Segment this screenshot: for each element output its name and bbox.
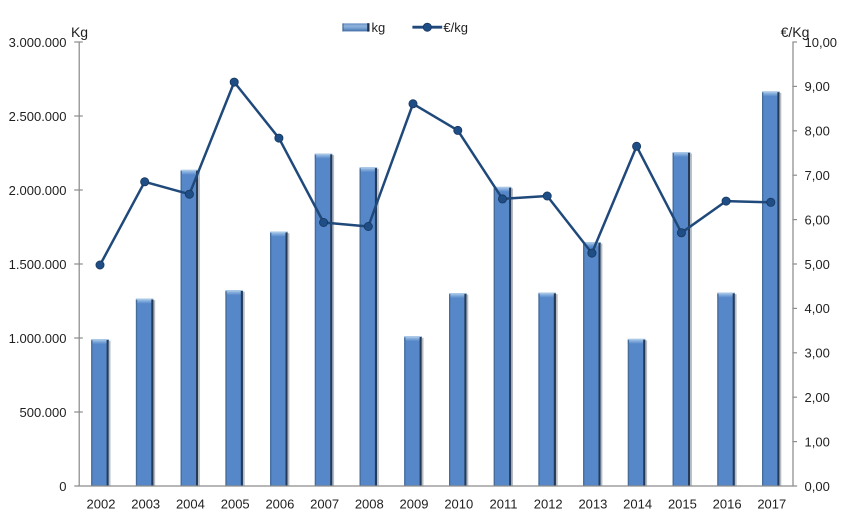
svg-text:2011: 2011 bbox=[490, 496, 518, 511]
svg-text:1.000.000: 1.000.000 bbox=[9, 331, 67, 346]
svg-text:2.500.000: 2.500.000 bbox=[9, 109, 67, 124]
svg-text:9,00: 9,00 bbox=[805, 79, 830, 94]
svg-text:5,00: 5,00 bbox=[805, 257, 830, 272]
svg-text:kg: kg bbox=[372, 20, 386, 35]
svg-text:2010: 2010 bbox=[444, 496, 473, 511]
svg-text:2.000.000: 2.000.000 bbox=[9, 183, 67, 198]
svg-text:2015: 2015 bbox=[668, 496, 697, 511]
svg-text:2007: 2007 bbox=[310, 496, 339, 511]
svg-text:3.000.000: 3.000.000 bbox=[9, 35, 67, 50]
svg-text:2016: 2016 bbox=[713, 496, 742, 511]
svg-text:2012: 2012 bbox=[534, 496, 563, 511]
svg-text:2006: 2006 bbox=[265, 496, 294, 511]
svg-text:2,00: 2,00 bbox=[805, 390, 830, 405]
svg-text:6,00: 6,00 bbox=[805, 212, 830, 227]
svg-text:2014: 2014 bbox=[623, 496, 652, 511]
svg-text:2005: 2005 bbox=[221, 496, 250, 511]
svg-text:3,00: 3,00 bbox=[805, 346, 830, 361]
svg-text:8,00: 8,00 bbox=[805, 124, 830, 139]
svg-text:7,00: 7,00 bbox=[805, 168, 830, 183]
svg-text:1,00: 1,00 bbox=[805, 434, 830, 449]
svg-text:€/Kg: €/Kg bbox=[781, 24, 810, 40]
svg-text:4,00: 4,00 bbox=[805, 301, 830, 316]
svg-text:500.000: 500.000 bbox=[20, 405, 67, 420]
svg-text:2013: 2013 bbox=[578, 496, 607, 511]
svg-text:0,00: 0,00 bbox=[805, 479, 830, 494]
svg-text:0: 0 bbox=[59, 479, 66, 494]
svg-text:2009: 2009 bbox=[400, 496, 429, 511]
svg-text:2004: 2004 bbox=[176, 496, 205, 511]
svg-text:10,00: 10,00 bbox=[805, 35, 838, 50]
svg-text:2017: 2017 bbox=[757, 496, 786, 511]
svg-text:2008: 2008 bbox=[355, 496, 384, 511]
svg-text:1.500.000: 1.500.000 bbox=[9, 257, 67, 272]
svg-text:€/kg: €/kg bbox=[443, 20, 468, 35]
svg-text:Kg: Kg bbox=[71, 24, 88, 40]
svg-text:2002: 2002 bbox=[87, 496, 116, 511]
svg-text:2003: 2003 bbox=[131, 496, 160, 511]
